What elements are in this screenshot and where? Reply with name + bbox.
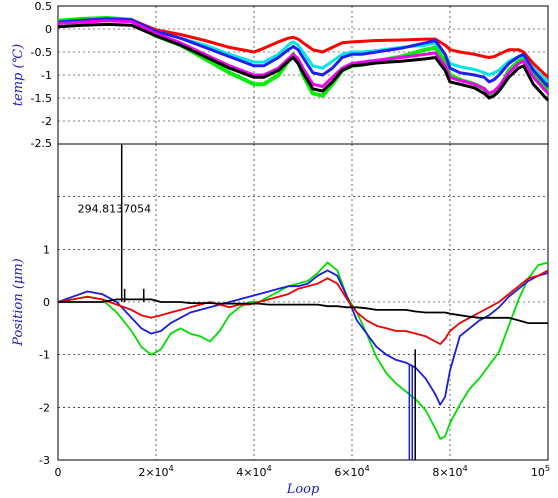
x-axis-label: Loop (286, 482, 320, 497)
bottom-y-tick-label: -3 (39, 454, 50, 467)
top-series-line (57, 17, 550, 88)
bottom-y-tick-label: 0 (43, 296, 50, 309)
bottom-series-line (58, 298, 548, 324)
top-series-line (57, 18, 550, 79)
top-series (57, 16, 550, 102)
bottom-y-tick-label: -2 (39, 401, 50, 414)
bottom-series (57, 144, 549, 460)
bottom-y-tick-label: 1 (43, 243, 50, 256)
x-tick-label: 6×104 (334, 464, 369, 479)
x-tick-label: 2×104 (138, 464, 173, 479)
x-tick-label: 0 (55, 466, 62, 479)
bottom-series-line (57, 269, 549, 345)
top-y-tick-label: 0 (45, 23, 52, 36)
x-tick-label: 4×104 (236, 464, 271, 479)
bottom-grid (58, 144, 548, 460)
x-tick-label: 8×104 (432, 464, 467, 479)
top-y-tick-label: -1 (41, 69, 52, 82)
bottom-y-tick-label: -1 (39, 349, 50, 362)
bottom-y-ticks: 1 0 -1 -2 -3 (39, 243, 50, 467)
top-y-tick-label: -2 (41, 115, 52, 128)
top-y-ticks: 0.5 0 -0.5 -1 -1.5 -2 (31, 0, 52, 128)
top-y-tick-label: -1.5 (31, 92, 52, 105)
bottom-series-line (57, 269, 549, 406)
top-series-line (57, 18, 550, 83)
bottom-x-ticks: 0 2×104 4×104 6×104 8×104 105 (55, 464, 551, 479)
top-y-tick-label: -0.5 (31, 46, 52, 59)
top-series-line (57, 22, 550, 102)
top-y-tick-label-bottom: -2.5 (31, 137, 52, 150)
top-y-axis-label: temp (℃) (11, 44, 26, 106)
top-y-tick-label: 0.5 (35, 0, 53, 13)
top-series-line (57, 19, 550, 95)
bottom-panel: 1 0 -1 -2 -3 0 2×104 4×104 6×104 8×104 105 294.81… (11, 143, 551, 497)
bottom-y-axis-label: Position (μm) (11, 258, 26, 347)
x-tick-label: 105 (531, 464, 550, 479)
bottom-series-line (57, 261, 549, 440)
peak-annotation: 294.8137054 (78, 202, 151, 215)
top-panel: 0.5 0 -0.5 -1 -1.5 -2 temp (℃) (11, 0, 550, 145)
